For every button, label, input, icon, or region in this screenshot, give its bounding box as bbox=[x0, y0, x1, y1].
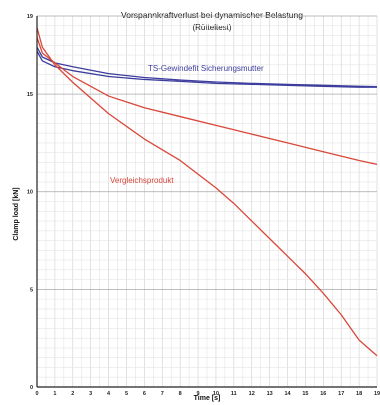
x-tick-label: 0 bbox=[35, 391, 38, 397]
y-tick-label: 15 bbox=[27, 92, 33, 98]
x-tick-label: 10 bbox=[213, 391, 219, 397]
chart-title: Vorspannkraftverlust bei dynamischer Bel… bbox=[121, 10, 303, 20]
x-tick-label: 17 bbox=[338, 391, 344, 397]
x-tick-label: 9 bbox=[197, 391, 200, 397]
y-tick-label: 10 bbox=[27, 190, 33, 196]
x-tick-label: 1 bbox=[53, 391, 56, 397]
y-tick-label: 0 bbox=[30, 385, 33, 391]
annotation-ts: TS-Gewindefit Sicherungsmutter bbox=[148, 64, 264, 73]
axes bbox=[36, 16, 377, 388]
x-tick-label: 12 bbox=[249, 391, 255, 397]
y-tick-label: 5 bbox=[30, 287, 33, 293]
x-tick-label: 8 bbox=[179, 391, 182, 397]
x-tick-label: 14 bbox=[284, 391, 291, 397]
x-tick-label: 18 bbox=[356, 391, 362, 397]
grid bbox=[36, 15, 378, 388]
x-tick-label: 15 bbox=[302, 391, 308, 397]
y-axis-label: Clamp load [kN] bbox=[13, 187, 20, 240]
series-line-ts-1 bbox=[36, 50, 377, 88]
x-tick-label: 5 bbox=[125, 391, 128, 397]
x-axis-label: Time [s] bbox=[194, 395, 221, 402]
y-tick-label: 19 bbox=[27, 14, 33, 20]
series-line-ref-4 bbox=[36, 27, 378, 357]
annotation-reference: Vergleichsprodukt bbox=[110, 176, 174, 185]
series-group bbox=[36, 27, 378, 357]
x-tick-label: 3 bbox=[89, 391, 92, 397]
x-tick-label: 19 bbox=[374, 391, 380, 397]
x-tick-label: 16 bbox=[320, 391, 326, 397]
series-line-ref-3 bbox=[36, 37, 378, 166]
chart-subtitle: (Rütteltest) bbox=[192, 23, 231, 32]
x-tick-label: 2 bbox=[71, 391, 74, 397]
x-tick-label: 11 bbox=[231, 391, 237, 397]
x-tick-label: 13 bbox=[267, 391, 273, 397]
x-tick-label: 4 bbox=[107, 391, 111, 397]
x-tick-label: 6 bbox=[143, 391, 146, 397]
x-tick-label: 7 bbox=[161, 391, 164, 397]
